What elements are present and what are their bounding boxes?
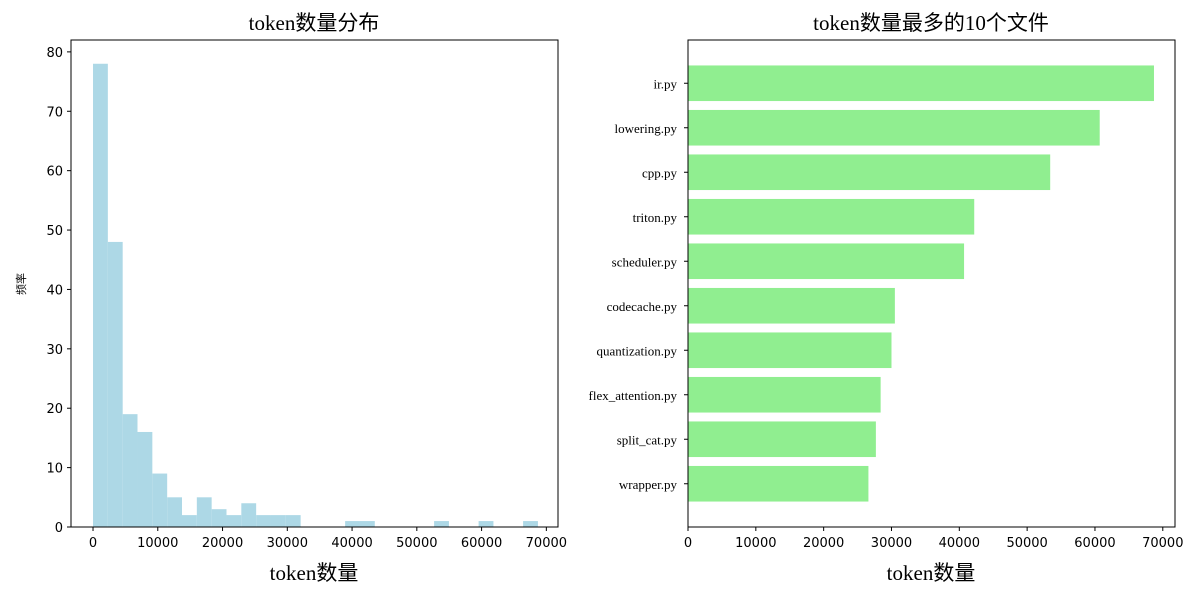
histogram-title: token数量分布: [249, 11, 380, 35]
top-files-category-label: flex_attention.py: [589, 388, 678, 403]
histogram-x-tick-label: 20000: [202, 536, 243, 551]
top-files-x-tick-label: 30000: [871, 536, 912, 551]
histogram-bar: [211, 509, 227, 527]
top-files-bar-chart: token数量最多的10个文件 0 10000 20000 30000 40000 500…: [589, 11, 1184, 585]
histogram-x-tick-label: 0: [89, 536, 97, 551]
histogram-y-tick-label: 0: [55, 521, 63, 536]
histogram-bar: [152, 473, 168, 527]
top-files-bar: [688, 465, 869, 502]
top-files-bar: [688, 198, 975, 235]
histogram-y-tick-label: 10: [46, 462, 63, 477]
top-files-bar: [688, 287, 895, 324]
histogram-y-tick-label: 70: [46, 105, 63, 120]
histogram-chart: token数量分布 0 10000 20000 30000 40000 50000 6000…: [14, 11, 567, 585]
top-files-category-label: lowering.py: [615, 121, 678, 136]
top-files-y-ticks: ir.py lowering.py cpp.py triton.py scheduler…: [589, 76, 688, 492]
histogram-bar: [181, 515, 197, 527]
top-files-title: token数量最多的10个文件: [813, 11, 1049, 35]
histogram-y-tick-label: 20: [46, 402, 63, 417]
top-files-category-label: wrapper.py: [619, 477, 678, 492]
histogram-bar: [137, 431, 153, 527]
histogram-bar: [107, 241, 123, 528]
top-files-bar: [688, 332, 892, 369]
histogram-y-ticks: 0 10 20 30 40 50 60 70 80: [46, 46, 71, 536]
top-files-bars: [688, 65, 1154, 502]
histogram-bar: [434, 521, 449, 527]
top-files-bar: [688, 109, 1100, 146]
histogram-y-tick-label: 50: [46, 224, 63, 239]
histogram-bar: [167, 497, 182, 527]
top-files-x-tick-label: 20000: [803, 536, 844, 551]
top-files-category-label: triton.py: [633, 210, 678, 225]
top-files-axes-frame: [687, 39, 1176, 528]
top-files-category-label: ir.py: [654, 76, 678, 91]
top-files-bar: [688, 421, 876, 458]
histogram-y-tick-label: 40: [46, 283, 63, 298]
histogram-bar: [122, 414, 138, 527]
top-files-x-ticks: 0 10000 20000 30000 40000 50000 60000 70000: [684, 527, 1183, 551]
top-files-x-tick-label: 70000: [1142, 536, 1183, 551]
top-files-category-label: scheduler.py: [612, 254, 678, 269]
histogram-bar: [241, 503, 257, 527]
histogram-y-axis-label: 频率: [14, 273, 28, 295]
histogram-x-tick-label: 70000: [526, 536, 567, 551]
top-files-bar: [688, 376, 881, 413]
histogram-y-tick-label: 60: [46, 165, 63, 180]
histogram-x-tick-label: 30000: [267, 536, 308, 551]
top-files-category-label: quantization.py: [596, 343, 677, 358]
histogram-x-tick-label: 60000: [461, 536, 502, 551]
histogram-x-tick-label: 10000: [137, 536, 178, 551]
top-files-x-tick-label: 0: [684, 536, 692, 551]
histogram-bar: [270, 515, 286, 527]
histogram-bar: [256, 515, 271, 527]
histogram-bar: [226, 515, 242, 527]
histogram-x-axis-label: token数量: [270, 561, 359, 585]
top-files-x-tick-label: 40000: [939, 536, 980, 551]
histogram-bars: [93, 63, 538, 528]
top-files-bar: [688, 243, 965, 280]
histogram-axes-frame: [70, 39, 559, 528]
histogram-bar: [196, 497, 212, 527]
histogram-bar: [523, 521, 538, 527]
histogram-x-ticks: 0 10000 20000 30000 40000 50000 60000 70000: [89, 527, 567, 551]
top-files-bar: [688, 65, 1154, 102]
histogram-y-tick-label: 80: [46, 46, 63, 61]
histogram-bar: [478, 521, 494, 527]
top-files-category-label: cpp.py: [642, 165, 678, 180]
histogram-bar: [359, 521, 375, 527]
histogram-bar: [93, 63, 108, 527]
top-files-bar: [688, 154, 1051, 191]
histogram-bar: [285, 515, 301, 527]
top-files-category-label: split_cat.py: [617, 432, 678, 447]
histogram-x-tick-label: 40000: [331, 536, 372, 551]
histogram-bar: [345, 521, 360, 527]
histogram-y-tick-label: 30: [46, 343, 63, 358]
top-files-x-axis-label: token数量: [887, 561, 976, 585]
top-files-x-tick-label: 60000: [1074, 536, 1115, 551]
histogram-x-tick-label: 50000: [396, 536, 437, 551]
top-files-x-tick-label: 10000: [735, 536, 776, 551]
top-files-x-tick-label: 50000: [1006, 536, 1047, 551]
top-files-category-label: codecache.py: [607, 299, 678, 314]
